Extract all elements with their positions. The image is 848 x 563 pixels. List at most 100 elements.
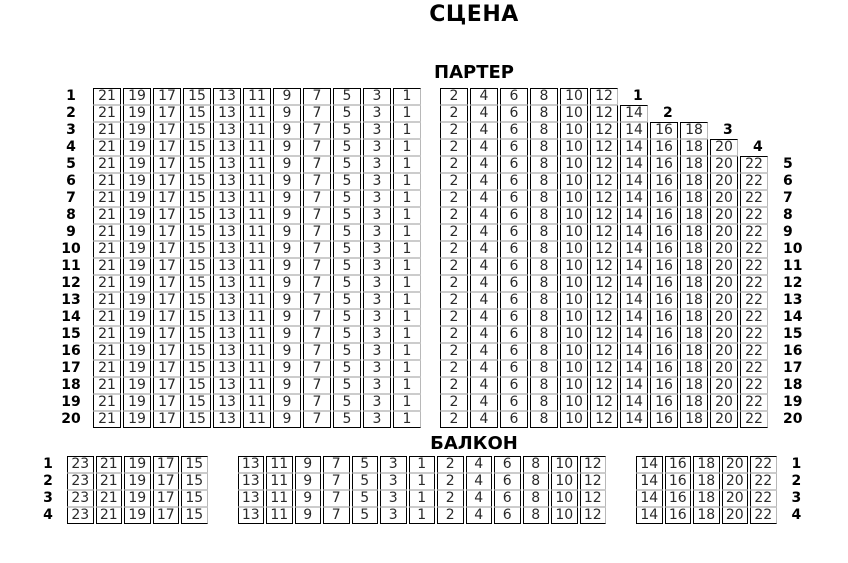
seat[interactable]: 19 [123, 292, 151, 309]
seat[interactable]: 9 [273, 88, 301, 105]
seat[interactable]: 15 [183, 394, 211, 411]
seat[interactable]: 8 [522, 473, 549, 490]
seat[interactable]: 23 [67, 507, 94, 524]
seat[interactable]: 11 [243, 173, 271, 190]
seat[interactable]: 4 [470, 241, 498, 258]
seat[interactable]: 20 [710, 343, 738, 360]
seat[interactable]: 2 [440, 224, 468, 241]
seat[interactable]: 18 [680, 139, 708, 156]
seat[interactable]: 8 [530, 241, 558, 258]
seat[interactable]: 13 [213, 360, 241, 377]
seat[interactable]: 2 [440, 394, 468, 411]
seat[interactable]: 14 [620, 122, 648, 139]
seat[interactable]: 22 [750, 473, 777, 490]
seat[interactable]: 15 [183, 309, 211, 326]
seat[interactable]: 2 [440, 309, 468, 326]
seat[interactable]: 22 [740, 343, 768, 360]
seat[interactable]: 6 [500, 88, 528, 105]
seat[interactable]: 19 [124, 456, 151, 473]
seat[interactable]: 4 [470, 224, 498, 241]
seat[interactable]: 15 [183, 224, 211, 241]
seat[interactable]: 6 [500, 377, 528, 394]
seat[interactable]: 18 [680, 241, 708, 258]
seat[interactable]: 14 [620, 156, 648, 173]
seat[interactable]: 20 [710, 309, 738, 326]
seat[interactable]: 3 [363, 173, 391, 190]
seat[interactable]: 21 [93, 241, 121, 258]
seat[interactable]: 16 [664, 507, 691, 524]
seat[interactable]: 1 [393, 258, 421, 275]
seat[interactable]: 12 [590, 394, 618, 411]
seat[interactable]: 1 [393, 88, 421, 105]
seat[interactable]: 8 [530, 224, 558, 241]
seat[interactable]: 11 [243, 241, 271, 258]
seat[interactable]: 15 [183, 156, 211, 173]
seat[interactable]: 2 [440, 190, 468, 207]
seat[interactable]: 19 [123, 105, 151, 122]
seat[interactable]: 3 [363, 377, 391, 394]
seat[interactable]: 15 [183, 173, 211, 190]
seat[interactable]: 22 [740, 207, 768, 224]
seat[interactable]: 19 [123, 309, 151, 326]
seat[interactable]: 13 [213, 275, 241, 292]
seat[interactable]: 10 [560, 360, 588, 377]
seat[interactable]: 22 [750, 490, 777, 507]
seat[interactable]: 16 [650, 224, 678, 241]
seat[interactable]: 10 [560, 156, 588, 173]
seat[interactable]: 18 [680, 122, 708, 139]
seat[interactable]: 21 [93, 88, 121, 105]
seat[interactable]: 14 [620, 292, 648, 309]
seat[interactable]: 4 [470, 105, 498, 122]
seat[interactable]: 12 [590, 411, 618, 428]
seat[interactable]: 14 [620, 207, 648, 224]
seat[interactable]: 1 [408, 456, 435, 473]
seat[interactable]: 20 [721, 456, 748, 473]
seat[interactable]: 1 [393, 360, 421, 377]
seat[interactable]: 6 [494, 507, 521, 524]
seat[interactable]: 6 [500, 275, 528, 292]
seat[interactable]: 19 [123, 326, 151, 343]
seat[interactable]: 14 [636, 490, 663, 507]
seat[interactable]: 8 [530, 411, 558, 428]
seat[interactable]: 17 [152, 456, 179, 473]
seat[interactable]: 10 [551, 456, 578, 473]
seat[interactable]: 10 [551, 507, 578, 524]
seat[interactable]: 18 [693, 490, 720, 507]
seat[interactable]: 2 [440, 139, 468, 156]
seat[interactable]: 3 [363, 360, 391, 377]
seat[interactable]: 10 [560, 343, 588, 360]
seat[interactable]: 13 [213, 292, 241, 309]
seat[interactable]: 4 [465, 490, 492, 507]
seat[interactable]: 17 [153, 241, 181, 258]
seat[interactable]: 22 [740, 394, 768, 411]
seat[interactable]: 7 [303, 156, 331, 173]
seat[interactable]: 21 [93, 377, 121, 394]
seat[interactable]: 14 [620, 343, 648, 360]
seat[interactable]: 17 [153, 139, 181, 156]
seat[interactable]: 12 [590, 207, 618, 224]
seat[interactable]: 18 [680, 173, 708, 190]
seat[interactable]: 12 [579, 490, 606, 507]
seat[interactable]: 7 [303, 360, 331, 377]
seat[interactable]: 2 [440, 156, 468, 173]
seat[interactable]: 21 [93, 224, 121, 241]
seat[interactable]: 8 [530, 309, 558, 326]
seat[interactable]: 3 [380, 490, 407, 507]
seat[interactable]: 4 [470, 88, 498, 105]
seat[interactable]: 8 [530, 326, 558, 343]
seat[interactable]: 11 [266, 507, 293, 524]
seat[interactable]: 13 [213, 377, 241, 394]
seat[interactable]: 21 [93, 394, 121, 411]
seat[interactable]: 21 [93, 292, 121, 309]
seat[interactable]: 2 [437, 507, 464, 524]
seat[interactable]: 15 [183, 411, 211, 428]
seat[interactable]: 17 [153, 292, 181, 309]
seat[interactable]: 4 [465, 473, 492, 490]
seat[interactable]: 7 [303, 377, 331, 394]
seat[interactable]: 16 [650, 156, 678, 173]
seat[interactable]: 12 [590, 105, 618, 122]
seat[interactable]: 21 [95, 473, 122, 490]
seat[interactable]: 1 [393, 241, 421, 258]
seat[interactable]: 21 [93, 156, 121, 173]
seat[interactable]: 1 [408, 473, 435, 490]
